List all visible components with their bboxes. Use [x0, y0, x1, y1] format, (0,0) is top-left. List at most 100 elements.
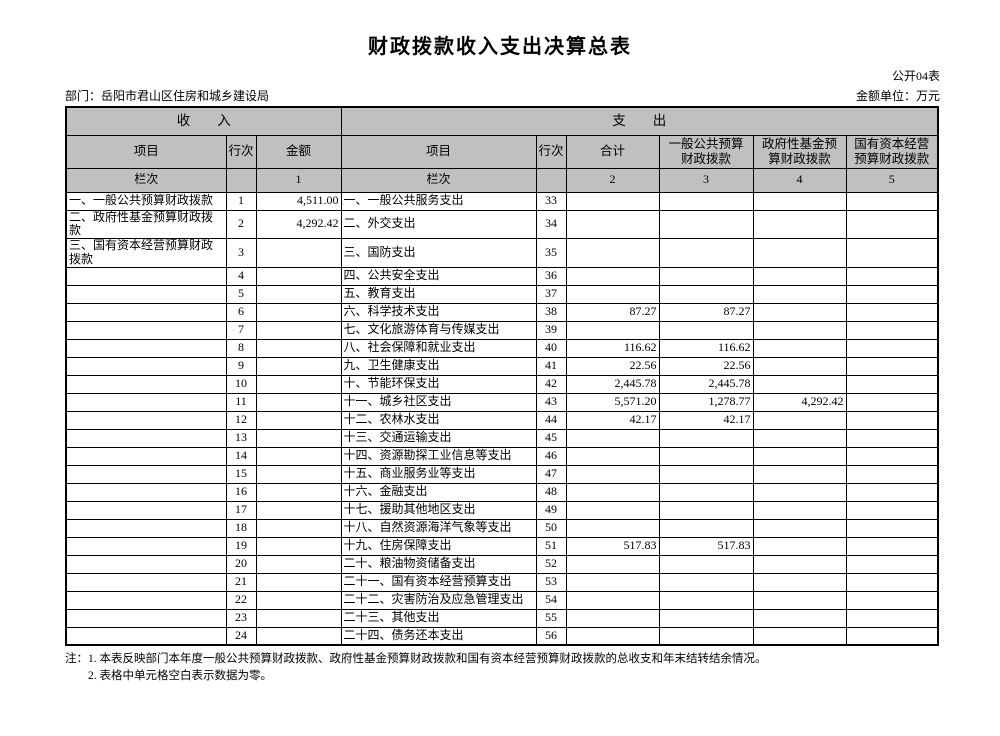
cell-income-amount: [255, 320, 342, 340]
cell-exp-line: 39: [535, 320, 567, 340]
cell-exp-line: 34: [535, 209, 567, 240]
cell-exp-line: 47: [535, 464, 567, 484]
cell-exp-item: 十四、资源勘探工业信息等支出: [340, 446, 537, 466]
cell-exp-item: 二十四、债务还本支出: [340, 626, 537, 646]
cell-income-line: 20: [225, 554, 257, 574]
cell-gov-fund: [752, 374, 847, 394]
footnotes: 注：1. 本表反映部门本年度一般公共预算财政拨款、政府性基金预算财政拨款和国有资…: [65, 651, 940, 686]
cell-income-item: [65, 518, 227, 538]
budget-table: 收 入 支 出 项目 行次 金额 项目 行次 合计 一般公共预算 财政拨款 政府…: [65, 106, 940, 647]
cell-income-item: [65, 392, 227, 412]
table-row: 20 二十、粮油物资储备支出 52: [65, 554, 939, 574]
cell-total: [565, 238, 660, 268]
cell-total: [565, 191, 660, 211]
cell-state-capital: [845, 446, 939, 466]
col-exp-state-capital: 国有资本经营 预算财政拨款: [845, 134, 939, 169]
cell-exp-item: 二、外交支出: [340, 209, 537, 240]
col-exp-gov-fund: 政府性基金预 算财政拨款: [752, 134, 847, 169]
cell-income-amount: [255, 266, 342, 286]
cell-total: 42.17: [565, 410, 660, 430]
table-row: 7 七、文化旅游体育与传媒支出 39: [65, 320, 939, 340]
cell-exp-line: 43: [535, 392, 567, 412]
cell-gov-fund: [752, 464, 847, 484]
cell-exp-line: 33: [535, 191, 567, 211]
cell-income-line: 15: [225, 464, 257, 484]
cell-income-line: 21: [225, 572, 257, 592]
cell-income-amount: 4,292.42: [255, 209, 342, 240]
department-label: 部门：岳阳市君山区住房和城乡建设局: [65, 89, 270, 103]
cell-state-capital: [845, 209, 939, 240]
cell-gov-fund: [752, 320, 847, 340]
exp-state-capital-index: 5: [845, 167, 939, 193]
cell-general: [658, 590, 754, 610]
table-row: 19 十九、住房保障支出 51 517.83 517.83: [65, 536, 939, 556]
cell-general: [658, 626, 754, 646]
cell-exp-item: 八、社会保障和就业支出: [340, 338, 537, 358]
cell-exp-item: 十一、城乡社区支出: [340, 392, 537, 412]
table-row: 13 十三、交通运输支出 45: [65, 428, 939, 448]
cell-gov-fund: [752, 536, 847, 556]
cell-income-item: [65, 536, 227, 556]
cell-exp-item: 九、卫生健康支出: [340, 356, 537, 376]
cell-total: [565, 284, 660, 304]
cell-state-capital: [845, 464, 939, 484]
cell-exp-item: 十五、商业服务业等支出: [340, 464, 537, 484]
cell-state-capital: [845, 482, 939, 502]
cell-exp-line: 51: [535, 536, 567, 556]
cell-exp-line: 35: [535, 238, 567, 268]
cell-exp-item: 十九、住房保障支出: [340, 536, 537, 556]
cell-exp-item: 十三、交通运输支出: [340, 428, 537, 448]
table-row: 21 二十一、国有资本经营预算支出 53: [65, 572, 939, 592]
cell-income-line: 4: [225, 266, 257, 286]
cell-exp-line: 38: [535, 302, 567, 322]
cell-state-capital: [845, 500, 939, 520]
cell-exp-item: 二十一、国有资本经营预算支出: [340, 572, 537, 592]
section-header-row: 收 入 支 出: [65, 106, 939, 136]
cell-gov-fund: [752, 482, 847, 502]
cell-income-line: 14: [225, 446, 257, 466]
cell-exp-line: 53: [535, 572, 567, 592]
cell-gov-fund: [752, 191, 847, 211]
cell-income-amount: [255, 410, 342, 430]
cell-income-item: [65, 572, 227, 592]
table-row: 14 十四、资源勘探工业信息等支出 46: [65, 446, 939, 466]
cell-income-item: [65, 374, 227, 394]
cell-income-item: [65, 320, 227, 340]
cell-income-line: 1: [225, 191, 257, 211]
expenditure-section-header: 支 出: [340, 106, 939, 136]
table-code: 公开04表: [891, 69, 940, 83]
cell-income-line: 23: [225, 608, 257, 628]
cell-income-amount: [255, 590, 342, 610]
cell-state-capital: [845, 191, 939, 211]
cell-gov-fund: [752, 446, 847, 466]
cell-total: 5,571.20: [565, 392, 660, 412]
cell-gov-fund: [752, 209, 847, 240]
cell-exp-line: 52: [535, 554, 567, 574]
cell-gov-fund: [752, 266, 847, 286]
cell-exp-item: 十八、自然资源海洋气象等支出: [340, 518, 537, 538]
cell-general: [658, 320, 754, 340]
cell-exp-item: 十二、农林水支出: [340, 410, 537, 430]
document-page: 财政拨款收入支出决算总表 公开04表 部门：岳阳市君山区住房和城乡建设局 金额单…: [0, 30, 1000, 686]
cell-total: 87.27: [565, 302, 660, 322]
cell-state-capital: [845, 302, 939, 322]
exp-total-index: 2: [565, 167, 660, 193]
cell-income-line: 8: [225, 338, 257, 358]
income-amount-index: 1: [255, 167, 342, 193]
cell-state-capital: [845, 356, 939, 376]
cell-general: [658, 572, 754, 592]
cell-total: 517.83: [565, 536, 660, 556]
cell-state-capital: [845, 626, 939, 646]
meta-row: 部门：岳阳市君山区住房和城乡建设局 金额单位：万元: [65, 87, 940, 104]
exp-line-index-blank: [535, 167, 567, 193]
cell-state-capital: [845, 320, 939, 340]
cell-gov-fund: [752, 554, 847, 574]
cell-state-capital: [845, 608, 939, 628]
cell-total: [565, 209, 660, 240]
cell-income-amount: [255, 464, 342, 484]
cell-income-item: [65, 464, 227, 484]
cell-state-capital: [845, 410, 939, 430]
cell-income-line: 9: [225, 356, 257, 376]
cell-exp-line: 36: [535, 266, 567, 286]
cell-income-amount: [255, 338, 342, 358]
